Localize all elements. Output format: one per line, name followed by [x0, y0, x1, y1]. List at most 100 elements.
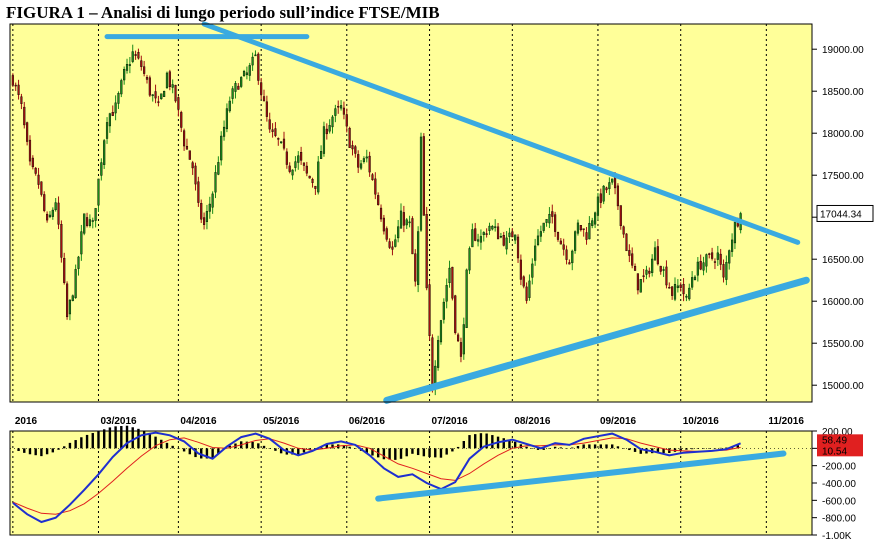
macd-histogram-bar [536, 448, 540, 450]
macd-histogram-bar [279, 448, 283, 454]
candle-body [702, 262, 705, 271]
macd-histogram-bar [371, 448, 374, 456]
candle-body [120, 80, 123, 95]
candle-body [611, 178, 614, 183]
macd-histogram-bar [565, 448, 568, 449]
macd-histogram-bar [588, 444, 591, 449]
candle-body [368, 155, 371, 173]
price-candles [11, 44, 742, 396]
candle-body [125, 64, 129, 71]
candle-body [165, 72, 169, 89]
price-trendlines [104, 21, 810, 404]
macd-histogram-bar [439, 448, 443, 458]
candle-body [28, 139, 32, 162]
price-y-tick-label: 15500.00 [822, 339, 864, 350]
candle-body [200, 203, 203, 220]
candle-body [245, 72, 248, 76]
price-panel: 15000.0015500.0016000.0016500.0017000.00… [9, 21, 874, 427]
candle-body [559, 240, 562, 245]
macd-histogram-bar [291, 448, 294, 455]
candle-body [419, 136, 423, 231]
macd-y-tick-label: -600.00 [822, 496, 856, 507]
candle-body [180, 112, 183, 128]
macd-histogram-bar [188, 448, 192, 455]
candle-body [725, 261, 728, 280]
macd-histogram-bar [51, 448, 55, 453]
candle-body [285, 151, 288, 165]
candle-body [388, 241, 391, 248]
candle-body [242, 70, 246, 77]
candle-body [439, 320, 443, 343]
macd-y-tick-label: 200.00 [822, 427, 853, 438]
macd-histogram-bar [97, 431, 100, 449]
last-price-box: 17044.34 [816, 204, 874, 222]
macd-plot-area [10, 431, 812, 535]
macd-histogram-bar [662, 448, 665, 454]
macd-y-tick-label: -200.00 [822, 462, 856, 473]
macd-histogram-bar [148, 433, 152, 449]
macd-histogram-bar [23, 448, 26, 453]
macd-histogram-bar [68, 442, 72, 449]
candle-body [65, 283, 69, 318]
candle-body [536, 235, 540, 245]
candle-body [220, 135, 223, 161]
candle-body [351, 145, 354, 150]
candle-body [448, 267, 451, 284]
macd-histogram-bar [628, 448, 631, 451]
candle-body [354, 146, 357, 154]
macd-histogram-bar [217, 448, 220, 454]
candle-body [451, 266, 454, 299]
candle-body [171, 84, 174, 88]
candle-body [362, 158, 365, 162]
candle-body [251, 56, 254, 66]
candle-body [148, 77, 151, 96]
x-tick-label: 11/2016 [768, 416, 804, 427]
macd-histogram-bar [200, 448, 203, 459]
candle-body [254, 54, 257, 57]
candle-body [465, 269, 468, 328]
candle-body [619, 205, 622, 227]
candle-body [679, 284, 682, 288]
candle-body [37, 174, 40, 185]
candle-body [682, 283, 685, 295]
macd-histogram-bar [416, 448, 420, 456]
macd-histogram-bar [451, 448, 454, 452]
macd-histogram-bar [34, 448, 37, 456]
candle-body [237, 85, 240, 90]
macd-histogram-bar [342, 445, 346, 449]
macd-vertical-grid [10, 431, 812, 535]
macd-histogram-bar [422, 448, 426, 457]
candle-body [265, 101, 268, 117]
candle-body [688, 287, 691, 300]
figure-title: FIGURA 1 – Analisi di lungo periodo sull… [6, 3, 440, 22]
candle-body [302, 162, 306, 166]
macd-histogram-bar [605, 444, 608, 449]
price-y-tick-label: 16000.00 [822, 297, 864, 308]
candle-body [34, 167, 37, 174]
candle-body [391, 246, 394, 250]
candle-body [111, 112, 114, 116]
macd-histogram-bar [468, 435, 471, 449]
macd-histogram-bar [17, 448, 20, 451]
macd-histogram-bar [479, 433, 483, 449]
candle-body [26, 122, 29, 142]
candle-body [234, 83, 237, 92]
macd-histogram-bar [262, 445, 266, 449]
candle-body [311, 179, 314, 183]
macd-histogram-bar [331, 444, 334, 449]
macd-histogram-bar [182, 448, 186, 452]
macd-histogram-bar [274, 448, 277, 451]
candle-body [51, 209, 54, 217]
candle-body [157, 101, 160, 103]
macd-histogram-bar [411, 448, 414, 454]
candle-body [262, 96, 266, 102]
macd-histogram-bar [525, 446, 528, 449]
candle-body [48, 214, 52, 218]
candle-body [134, 54, 137, 56]
candle-body [685, 295, 688, 298]
macd-histogram-bar [137, 428, 140, 449]
candle-body [397, 226, 400, 239]
macd-histogram-bar [325, 444, 329, 449]
candle-body [325, 128, 328, 135]
candle-body [194, 165, 197, 185]
